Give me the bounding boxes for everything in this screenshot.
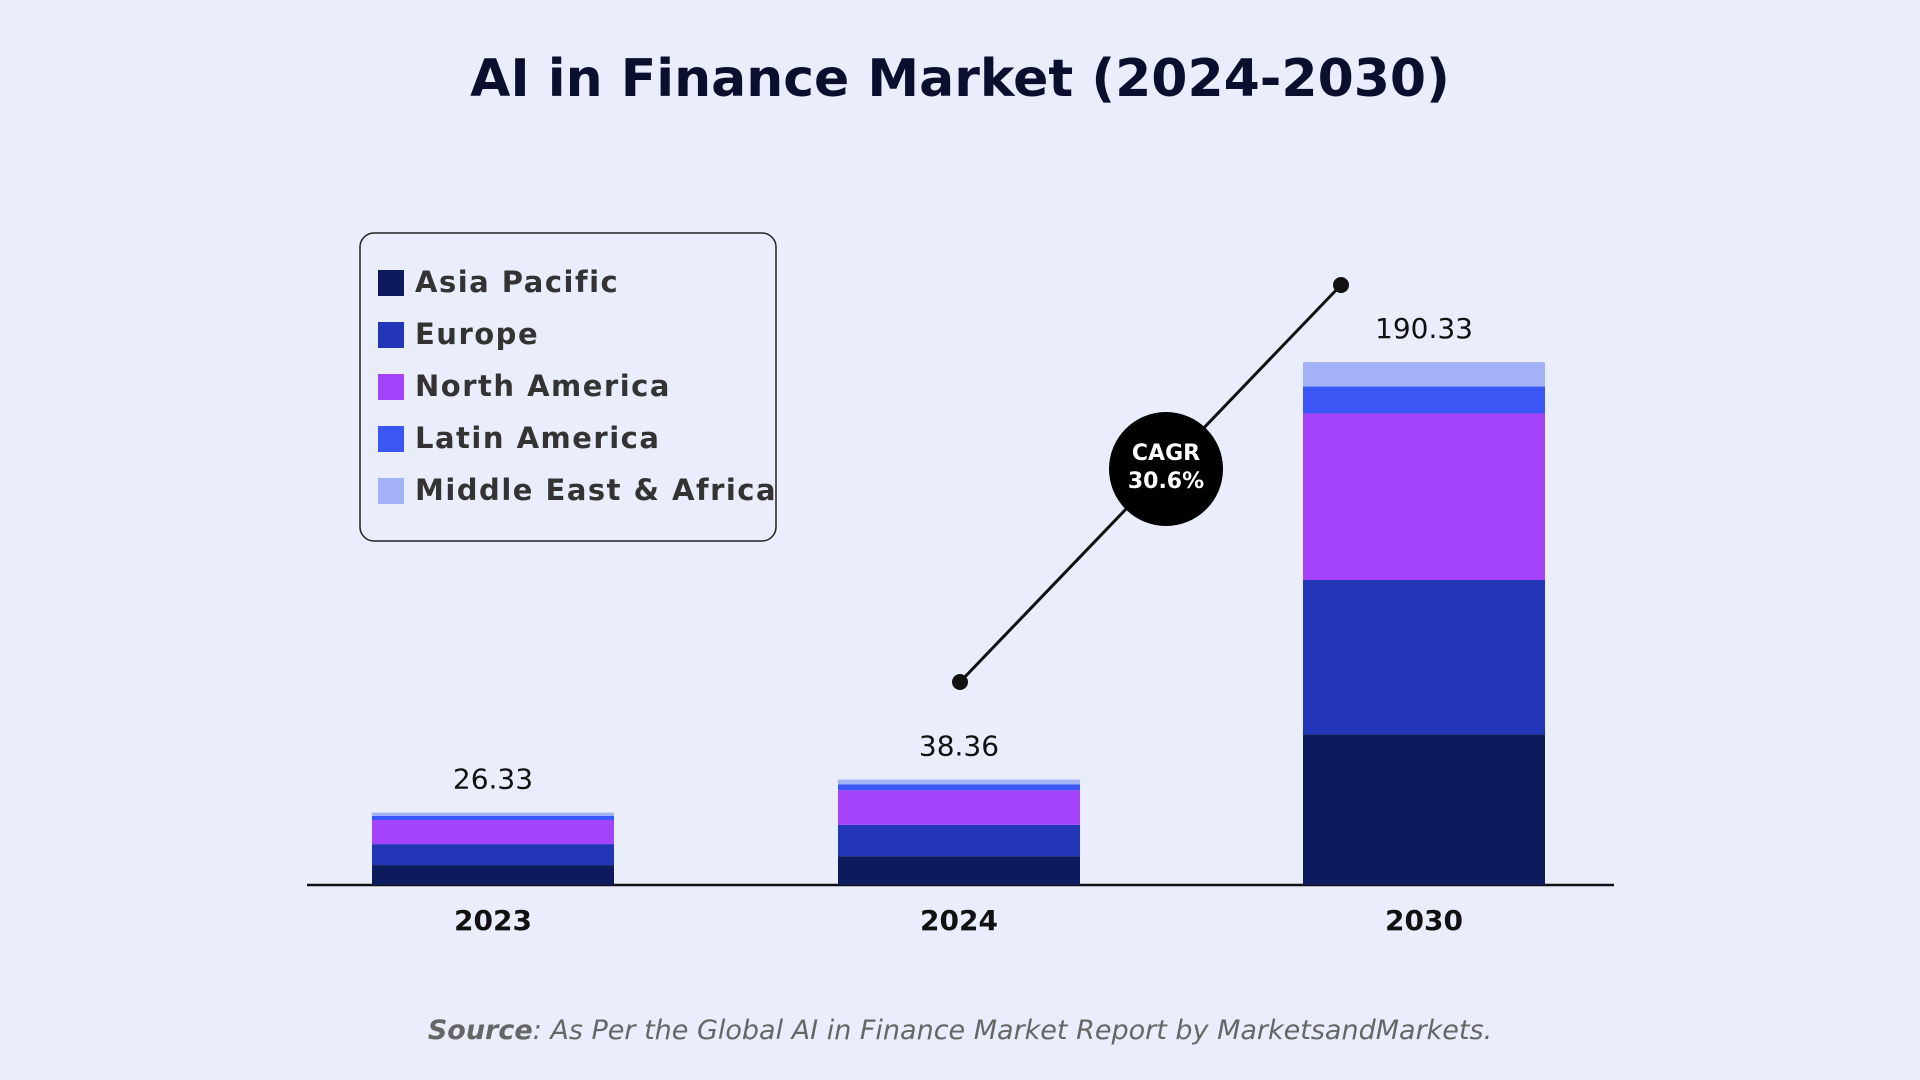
total-label: 190.33 xyxy=(1375,312,1473,345)
x-tick-label: 2030 xyxy=(1385,904,1463,937)
cagr-value: 30.6% xyxy=(1128,469,1204,494)
bar-segment xyxy=(1303,579,1545,735)
total-label: 26.33 xyxy=(453,763,533,796)
cagr-label: CAGR xyxy=(1132,441,1200,466)
bar-segment xyxy=(1303,734,1545,885)
chart-title: AI in Finance Market (2024-2030) xyxy=(470,49,1450,109)
legend-swatch xyxy=(378,478,404,504)
bar-segment xyxy=(838,856,1080,885)
legend-label: Middle East & Africa xyxy=(415,473,777,507)
bar-segment xyxy=(1303,413,1545,580)
legend-swatch xyxy=(378,270,404,296)
bar-segment xyxy=(838,790,1080,825)
bar-segment xyxy=(372,865,614,885)
total-label: 38.36 xyxy=(919,730,999,763)
x-tick-label: 2024 xyxy=(920,904,998,937)
legend-swatch xyxy=(378,322,404,348)
source-text: : As Per the Global AI in Finance Market… xyxy=(533,1015,1492,1046)
bar-segment xyxy=(372,812,614,816)
legend-label: Europe xyxy=(415,317,539,351)
x-tick-label: 2023 xyxy=(454,904,532,937)
bar-segment xyxy=(372,844,614,866)
cagr-dot xyxy=(1333,277,1349,293)
legend-label: North America xyxy=(415,369,671,403)
source-label: Source xyxy=(428,1015,533,1046)
legend-swatch xyxy=(378,374,404,400)
bar-segment xyxy=(838,824,1080,857)
cagr-dot xyxy=(952,674,968,690)
bar-segment xyxy=(1303,362,1545,387)
legend-label: Latin America xyxy=(415,421,660,455)
legend-box xyxy=(359,232,777,542)
bar-segment xyxy=(1303,386,1545,414)
bar-segment xyxy=(838,784,1080,791)
legend-label: Asia Pacific xyxy=(415,265,619,299)
bar-segment xyxy=(372,819,614,845)
cagr-badge xyxy=(1109,412,1223,526)
bar-segment xyxy=(372,815,614,820)
legend-swatch xyxy=(378,426,404,452)
source: Source: As Per the Global AI in Finance … xyxy=(428,1015,1492,1046)
bar-segment xyxy=(838,779,1080,785)
